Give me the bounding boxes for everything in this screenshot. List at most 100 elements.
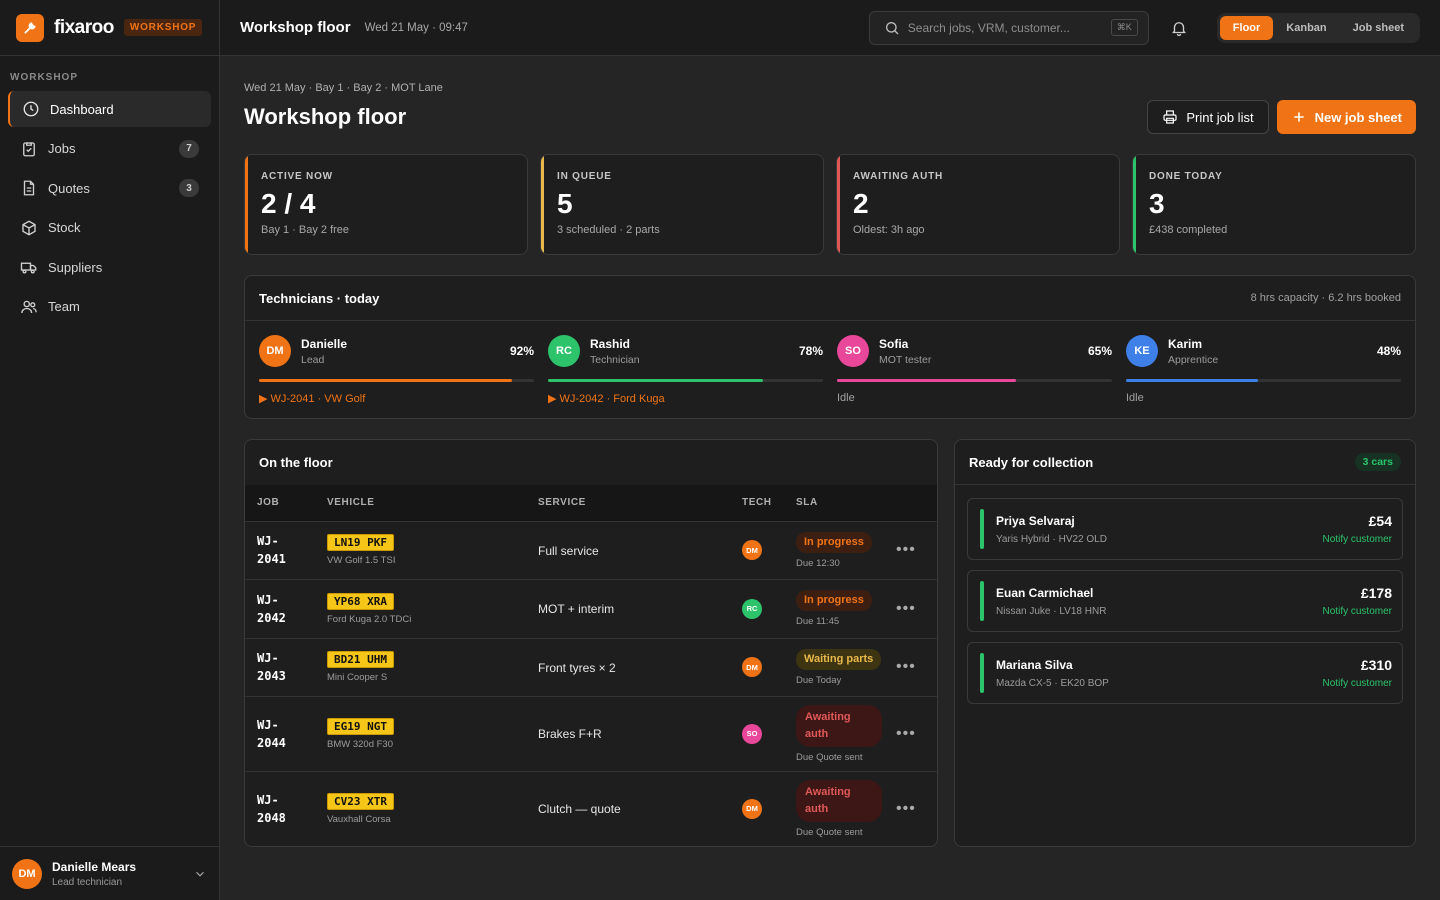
more-options-icon[interactable]: ••• [896,541,916,558]
sidebar-item-team[interactable]: Team [8,289,211,325]
tech-avatar: SO [742,723,762,744]
brand[interactable]: fixaroo WORKSHOP [0,0,219,56]
ready-status-strip [980,581,984,621]
avatar: KE [1126,335,1158,367]
sidebar-item-label: Quotes [48,180,90,196]
job-id[interactable]: WJ- 2044 [257,716,315,752]
list-item[interactable]: Euan Carmichael Nissan Juke · LV18 HNR £… [967,570,1403,632]
page-title: Workshop floor [244,104,407,129]
table-row[interactable]: WJ- 2042 YP68 XRA Ford Kuga 2.0 TDCi MOT +… [245,579,937,639]
load-bar-fill [259,379,512,382]
user-menu[interactable]: DM Danielle Mears Lead technician [0,846,219,900]
more-options-icon[interactable]: ••• [896,658,916,675]
list-item[interactable]: Priya Selvaraj Yaris Hybrid · HV22 OLD £… [967,498,1403,560]
capacity-summary: 8 hrs capacity · 6.2 hrs booked [1250,292,1401,304]
job-id-prefix: WJ- [257,534,279,548]
search-box[interactable]: ⌘K [868,10,1149,45]
panel-title: Technicians · today [259,290,380,306]
job-id-prefix: WJ- [257,651,279,665]
service-name: Clutch — quote [538,802,621,817]
service-name: Brakes F+R [538,727,602,741]
job-id[interactable]: WJ- 2042 [257,591,315,627]
table-row[interactable]: WJ- 2041 LN19 PKF VW Golf 1.5 TSI Full ser… [245,521,937,580]
table-row[interactable]: WJ- 2044 EG19 NGT BMW 320d F30 Brakes F+R … [245,696,937,772]
plus-icon [1293,112,1304,122]
sidebar-item-suppliers[interactable]: Suppliers [8,249,211,285]
technician-card[interactable]: SO Sofia MOT tester 65% Idle [837,335,1112,405]
technician-name: Rashid [590,336,631,351]
table-row[interactable]: WJ- 2048 CV23 XTR Vauxhall Corsa Clutch — … [245,771,937,846]
sidebar-item-label: Suppliers [48,259,103,275]
job-id[interactable]: WJ- 2043 [257,649,315,685]
notifications-button[interactable] [1169,18,1189,38]
job-id[interactable]: WJ- 2048 [257,791,315,827]
due-time: Due 11:45 [796,616,840,627]
stat-sub: Bay 1 · Bay 2 free [261,224,350,236]
more-options-icon[interactable]: ••• [896,799,916,817]
sidebar-item-dashboard[interactable]: Dashboard [8,91,211,127]
notify-customer-link[interactable]: Notify customer [1322,606,1392,617]
load-bar [548,379,823,382]
search-icon [885,21,899,34]
nav-heading: WORKSHOP [10,72,78,83]
technician-load: 65% [1087,344,1112,358]
tech-avatar: DM [742,798,762,819]
stat-awaiting-auth: AWAITING AUTH 2 Oldest: 3h ago [836,154,1120,255]
technician-card[interactable]: DM Danielle Lead 92% ▶ WJ-2041 · VW Golf [259,335,534,405]
sidebar-item-jobs[interactable]: Jobs 7 [8,131,211,167]
technician-name: Danielle [301,336,348,351]
registration-plate: LN19 PKF [327,534,394,551]
technician-role: Technician [590,353,640,366]
new-label: New job sheet [1314,109,1402,125]
on-the-floor-panel: On the floor JOB VEHICLE SERVICE TECH SL… [244,439,938,847]
sidebar-item-label: Stock [48,220,81,235]
load-bar [1126,379,1401,382]
brand-name: fixaroo [54,16,114,38]
tab-job-sheet[interactable]: Job sheet [1352,21,1404,34]
technician-current-job[interactable]: ▶ WJ-2042 · Ford Kuga [548,393,665,405]
ready-status-strip [980,653,984,693]
tab-kanban[interactable]: Kanban [1286,21,1327,34]
tab-floor[interactable]: Floor [1219,15,1274,40]
technician-card[interactable]: KE Karim Apprentice 48% Idle [1126,335,1401,405]
view-switcher: Floor Kanban Job sheet [1216,12,1420,43]
more-options-icon[interactable]: ••• [896,724,916,742]
technician-name: Sofia [879,336,909,351]
sidebar-item-quotes[interactable]: Quotes 3 [8,170,211,206]
vehicle-model: Ford Kuga 2.0 TDCi [327,613,412,625]
box-icon [22,219,36,236]
table-row[interactable]: WJ- 2043 BD21 UHM Mini Cooper S Front tyre… [245,638,937,697]
customer-name: Mariana Silva [996,657,1073,672]
sidebar-item-stock[interactable]: Stock [8,210,211,246]
sidebar-item-label: Jobs [48,141,76,156]
more-options-icon[interactable]: ••• [896,599,916,617]
wrench-logo-icon [16,13,44,42]
ready-list: Priya Selvaraj Yaris Hybrid · HV22 OLD £… [955,485,1415,727]
nav-count-badge: 7 [179,139,199,158]
breadcrumb: Wed 21 May · Bay 1 · Bay 2 · MOT Lane [244,82,443,94]
due-time: Due Today [796,674,842,686]
topbar: Workshop floor Wed 21 May · 09:47 ⌘K Flo… [220,0,1440,56]
search-input[interactable] [907,20,1111,35]
technician-card[interactable]: RC Rashid Technician 78% ▶ WJ-2042 · For… [548,335,823,405]
job-id-prefix: WJ- [257,792,279,807]
list-item[interactable]: Mariana Silva Mazda CX-5 · EK20 BOP £310… [967,642,1403,704]
stat-label: DONE TODAY [1149,171,1223,182]
notify-customer-link[interactable]: Notify customer [1322,534,1392,545]
job-price: £178 [1360,585,1392,601]
print-job-list-button[interactable]: Print job list [1147,100,1269,134]
column-header: JOB [245,485,315,522]
stat-value: 2 / 4 [261,188,316,219]
jobs-table: JOB VEHICLE SERVICE TECH SLA WJ- 2041 LN1… [245,485,937,846]
job-id[interactable]: WJ- 2041 [257,532,315,568]
notify-customer-link[interactable]: Notify customer [1322,678,1392,689]
new-job-sheet-button[interactable]: New job sheet [1276,100,1416,134]
topbar-title: Workshop floor [240,19,351,36]
job-id-number: 2042 [257,610,286,625]
job-id-prefix: WJ- [257,717,279,732]
service-name: MOT + interim [538,602,615,616]
technician-current-job[interactable]: ▶ WJ-2041 · VW Golf [259,393,366,405]
truck-icon [20,262,37,274]
panel-title: Ready for collection [969,454,1094,470]
avatar: DM [259,335,291,367]
